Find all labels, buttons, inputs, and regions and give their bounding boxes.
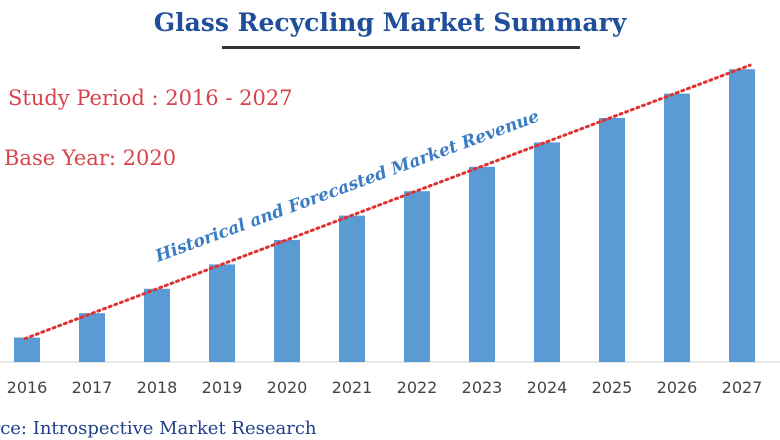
x-tick-2027: 2027: [722, 378, 763, 397]
bar-2019: [209, 264, 235, 362]
bar-2018: [144, 288, 170, 362]
bar-2027: [729, 69, 755, 362]
bar-2016: [14, 337, 40, 362]
x-tick-2018: 2018: [137, 378, 178, 397]
bar-2025: [599, 118, 625, 362]
x-tick-2019: 2019: [202, 378, 243, 397]
x-tick-2025: 2025: [592, 378, 633, 397]
x-tick-2026: 2026: [657, 378, 698, 397]
bar-2024: [534, 142, 560, 362]
x-tick-2020: 2020: [267, 378, 308, 397]
trend-line: [23, 63, 752, 341]
x-tick-2017: 2017: [72, 378, 113, 397]
x-tick-2024: 2024: [527, 378, 568, 397]
x-tick-labels: 2016 2017 2018 2019 2020 2021 2022 2023 2024 2025…: [7, 378, 763, 397]
bar-2017: [79, 313, 105, 362]
title-underline: [222, 46, 580, 49]
x-tick-2016: 2016: [7, 378, 48, 397]
x-tick-2022: 2022: [397, 378, 438, 397]
bars-group: [14, 69, 755, 362]
bar-2026: [664, 93, 690, 362]
bar-2021: [339, 215, 365, 362]
bar-2022: [404, 191, 430, 362]
study-period-label: Study Period : 2016 - 2027: [8, 86, 293, 110]
page-title: Glass Recycling Market Summary: [153, 8, 627, 37]
bar-2023: [469, 166, 495, 362]
x-tick-2021: 2021: [332, 378, 373, 397]
base-year-label: Base Year: 2020: [4, 146, 177, 170]
bar-2020: [274, 240, 300, 362]
source-note: urce: Introspective Market Research: [0, 418, 317, 439]
x-tick-2023: 2023: [462, 378, 503, 397]
